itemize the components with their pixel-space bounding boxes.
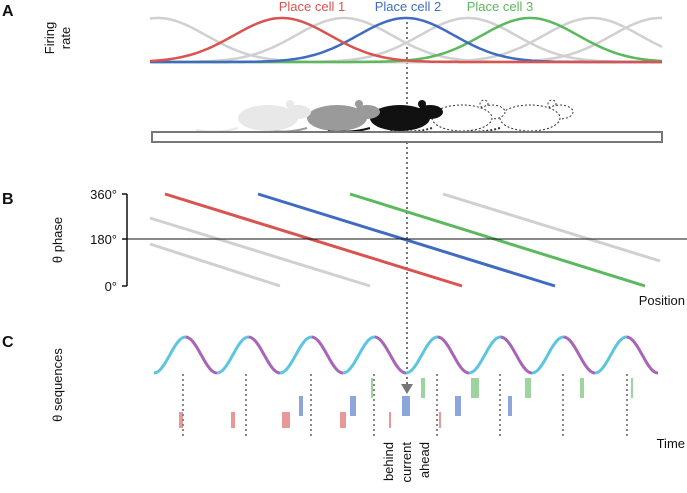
panel-label: A <box>2 3 14 20</box>
x-label: Position <box>639 293 685 308</box>
theta-wave <box>342 335 375 375</box>
y-label: Firing <box>42 22 57 55</box>
phase-precession <box>164 192 463 288</box>
marker-label: current <box>399 442 414 483</box>
theta-wave <box>185 335 218 375</box>
rat-body <box>431 104 493 132</box>
theta-wave <box>311 335 344 375</box>
y-label: θ sequences <box>50 348 65 422</box>
theta-wave <box>626 335 659 375</box>
phase-precession <box>149 216 371 288</box>
tick-label: 360° <box>90 187 117 202</box>
phase-precession <box>149 242 281 288</box>
tick-label: 0° <box>105 279 117 294</box>
panel-label: C <box>2 334 14 351</box>
track <box>151 131 663 143</box>
theta-wave <box>468 335 501 375</box>
theta-wave <box>500 335 533 375</box>
marker-label: ahead <box>417 442 432 478</box>
theta-wave <box>279 335 312 375</box>
phase-precession <box>349 192 646 288</box>
x-label: Time <box>657 436 685 451</box>
rat-body <box>238 105 298 131</box>
rat-body <box>307 105 367 131</box>
theta-wave <box>153 335 186 375</box>
rat-body <box>370 105 430 131</box>
theta-wave <box>374 335 407 375</box>
marker-label: behind <box>381 442 396 481</box>
tuning-curve <box>149 16 662 64</box>
cell-label: Place cell 2 <box>375 0 441 14</box>
theta-wave <box>216 335 249 375</box>
tick-label: 180° <box>90 232 117 247</box>
theta-wave <box>563 335 596 375</box>
theta-wave <box>437 335 470 375</box>
theta-wave <box>531 335 564 375</box>
phase-precession <box>442 192 661 263</box>
y-label: rate <box>58 27 73 49</box>
theta-wave <box>405 335 438 375</box>
arrow-head <box>401 384 413 394</box>
y-label: θ phase <box>50 217 65 263</box>
panel-label: B <box>2 191 14 208</box>
theta-wave <box>594 335 627 375</box>
rat-body <box>499 104 561 132</box>
cell-label: Place cell 1 <box>279 0 345 14</box>
theta-wave <box>248 335 281 375</box>
cell-label: Place cell 3 <box>467 0 533 14</box>
phase-precession <box>257 192 556 288</box>
